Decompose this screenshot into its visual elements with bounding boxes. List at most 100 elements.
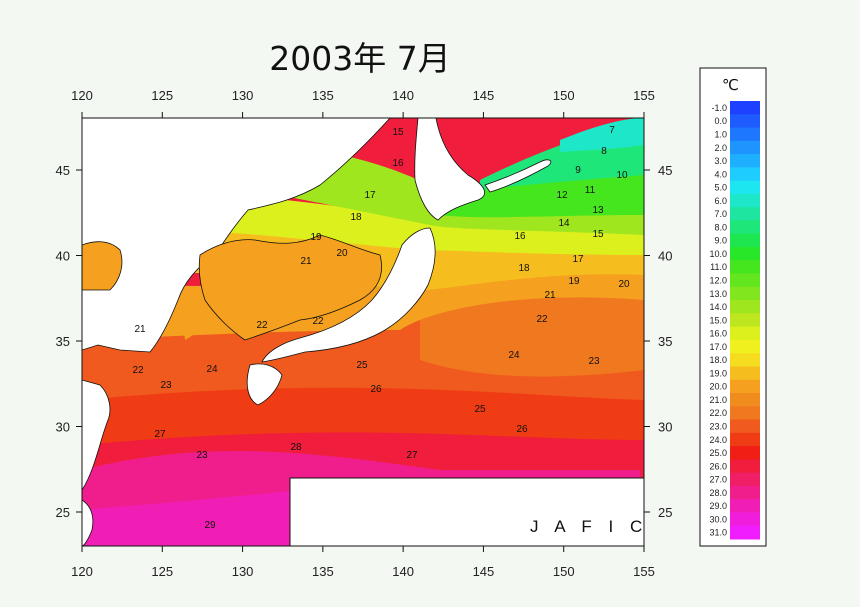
colorbar-label: 28.0 xyxy=(709,488,727,498)
lon-tick-label-top: 120 xyxy=(71,88,93,103)
contour-label: 16 xyxy=(392,158,404,169)
lon-tick-label-bottom: 120 xyxy=(71,564,93,579)
land-honshu xyxy=(261,227,436,363)
contour-label: 7 xyxy=(609,125,615,136)
colorbar-label: 6.0 xyxy=(714,196,727,206)
map-title: 2003年 7月 xyxy=(269,39,451,78)
colorbar-label: 2.0 xyxy=(714,143,727,153)
contour-label: 22 xyxy=(536,314,548,325)
colorbar-swatch xyxy=(730,127,760,142)
colorbar-group: ℃ -1.0 0.0 1.0 2.0 3.0 4.0 5.0 6.0 7.0 8.0 9.0 10.0… xyxy=(699,67,767,547)
contour-label: 24 xyxy=(508,350,520,361)
contour-label: 29 xyxy=(204,520,216,531)
contour-label: 21 xyxy=(544,290,556,301)
colorbar-label: 10.0 xyxy=(709,249,727,259)
colorbar-label: 20.0 xyxy=(709,382,727,392)
jafic-box xyxy=(289,477,645,547)
colorbar-swatch xyxy=(730,459,760,474)
land-korea-interior-gap xyxy=(182,301,215,340)
land-china-coast xyxy=(82,379,111,491)
colorbar-label: 4.0 xyxy=(714,169,727,179)
colorbar-swatch xyxy=(730,247,760,261)
lat-tick-label-right: 35 xyxy=(658,334,672,349)
colorbar-swatch xyxy=(730,472,760,487)
colorbar-swatch xyxy=(730,339,760,354)
contour-label: 26 xyxy=(370,384,382,395)
colorbar-label: 25.0 xyxy=(709,448,727,458)
land-hokkaido xyxy=(414,118,485,221)
colorbar-swatch xyxy=(730,485,760,500)
colorbar-label: 14.0 xyxy=(709,302,727,312)
ocean-band-6 xyxy=(560,118,644,152)
colorbar-swatch xyxy=(730,313,760,328)
colorbar-swatch xyxy=(730,260,760,275)
contour-label: 21 xyxy=(300,256,312,267)
colorbar-swatch xyxy=(730,525,760,540)
lon-tick-label-top: 140 xyxy=(392,88,414,103)
lon-tick-label-top: 155 xyxy=(633,88,655,103)
colorbar-swatch xyxy=(730,207,760,221)
contour-label: 28 xyxy=(290,442,302,453)
colorbar-label: 5.0 xyxy=(714,183,727,193)
contour-label: 24 xyxy=(206,364,218,375)
contour-label: 18 xyxy=(518,263,530,274)
colorbar-label: 31.0 xyxy=(709,528,727,538)
contour-label: 20 xyxy=(336,248,348,259)
lon-tick-label-bottom: 135 xyxy=(312,564,334,579)
colorbar-swatch xyxy=(730,326,760,341)
contour-label: 23 xyxy=(196,450,208,461)
lon-tick-label-bottom: 155 xyxy=(633,564,655,579)
colorbar-label: 26.0 xyxy=(709,461,727,471)
colorbar-swatch xyxy=(730,180,760,195)
lat-tick-label-right: 25 xyxy=(658,505,672,520)
colorbar-swatch xyxy=(730,499,760,513)
contour-label: 23 xyxy=(588,356,600,367)
colorbar-swatch xyxy=(730,167,760,182)
colorbar-swatch xyxy=(730,101,760,115)
colorbar-swatch xyxy=(730,393,760,407)
contour-label: 19 xyxy=(310,232,322,243)
contour-label: 14 xyxy=(558,218,570,229)
colorbar-swatch xyxy=(730,353,760,367)
lat-tick-label-left: 35 xyxy=(56,334,70,349)
colorbar-label: 23.0 xyxy=(709,422,727,432)
lat-tick-label-left: 30 xyxy=(56,420,70,435)
contour-label: 23 xyxy=(160,380,172,391)
contour-label: 25 xyxy=(474,404,486,415)
colorbar-swatch xyxy=(730,286,760,301)
colorbar-label: 30.0 xyxy=(709,514,727,524)
land-korea xyxy=(198,234,382,341)
colorbar-label: 9.0 xyxy=(714,236,727,246)
lon-tick-label-top: 125 xyxy=(151,88,173,103)
contour-label: 27 xyxy=(154,429,166,440)
lat-tick-label-right: 30 xyxy=(658,420,672,435)
contour-label: 18 xyxy=(350,212,362,223)
colorbar-swatch xyxy=(730,432,760,447)
colorbar-swatch xyxy=(730,300,760,314)
colorbar-label: 17.0 xyxy=(709,342,727,352)
contour-label: 13 xyxy=(592,205,604,216)
colorbar-swatch xyxy=(730,379,760,394)
contour-label: 27 xyxy=(406,450,418,461)
lon-tick-label-top: 150 xyxy=(553,88,575,103)
contour-label: 22 xyxy=(312,316,324,327)
contour-label: 9 xyxy=(575,165,581,176)
axes-group: 120 120 125 125 130 130 135 135 140 140 145 145 150 1… xyxy=(56,88,673,579)
colorbar-swatch xyxy=(730,140,760,155)
lat-tick-label-left: 40 xyxy=(56,249,70,264)
ocean-band-30 xyxy=(82,490,300,546)
colorbar-swatch xyxy=(730,512,760,527)
contour-label: 17 xyxy=(364,190,376,201)
colorbar-swatch xyxy=(730,154,760,168)
colorbar-swatch xyxy=(730,419,760,434)
colorbar-label: 11.0 xyxy=(710,262,727,272)
contour-label: 17 xyxy=(572,254,584,265)
contour-label: 10 xyxy=(616,170,628,181)
contour-label: 11 xyxy=(585,185,596,196)
colorbar-swatch xyxy=(730,193,760,208)
ocean-band-24 xyxy=(420,285,644,377)
colorbar-label: 16.0 xyxy=(709,329,727,339)
contour-label: 22 xyxy=(132,365,144,376)
